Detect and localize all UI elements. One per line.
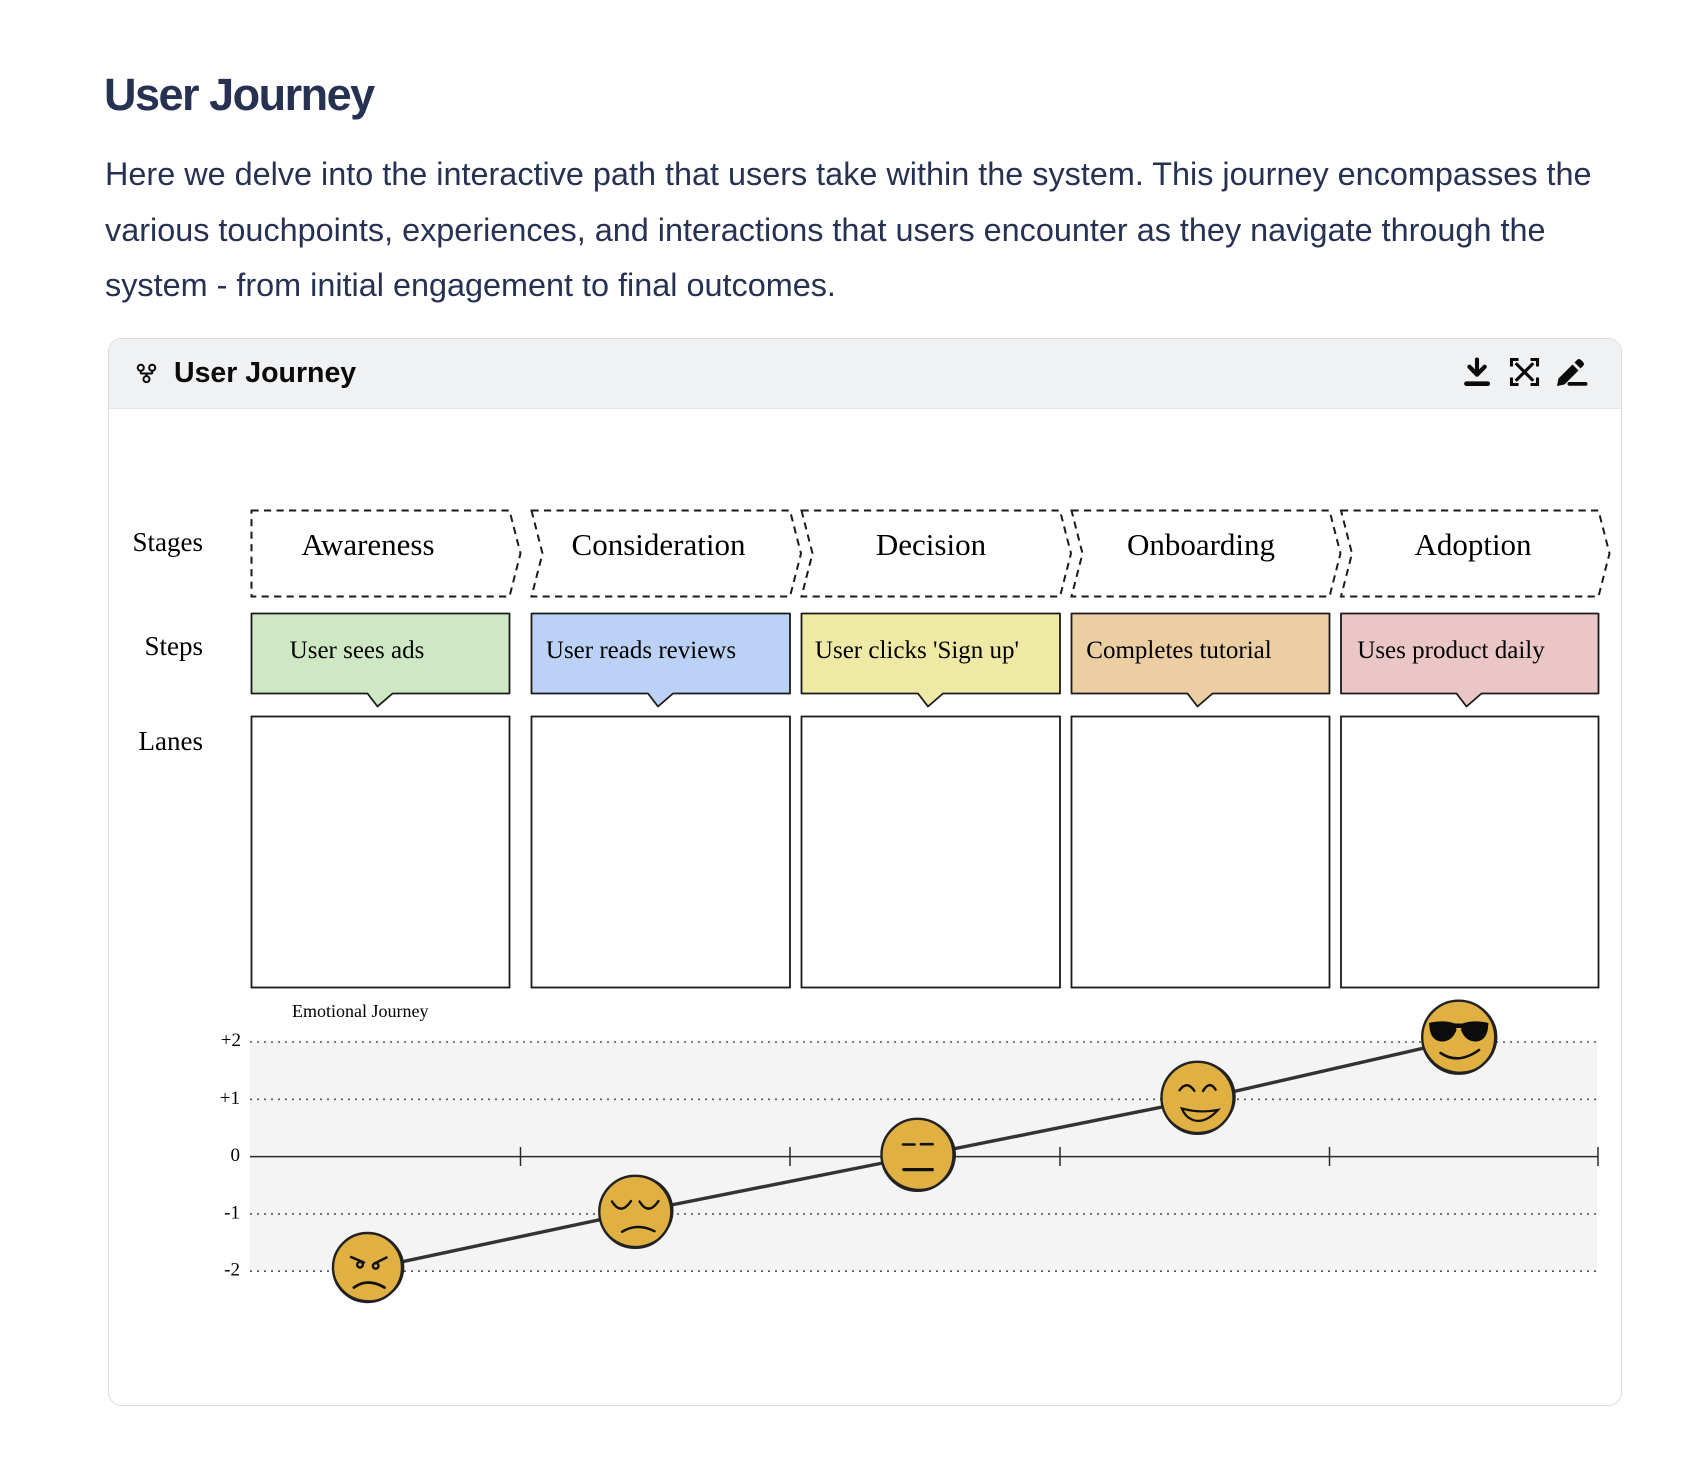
svg-text:Consideration: Consideration [572,527,746,562]
svg-text:Decision: Decision [876,527,987,562]
svg-text:Emotional Journey: Emotional Journey [292,1001,428,1021]
svg-text:User clicks 'Sign up': User clicks 'Sign up' [815,637,1019,664]
svg-text:+1: +1 [220,1088,240,1109]
svg-text:User reads reviews: User reads reviews [546,637,736,664]
svg-text:0: 0 [231,1145,241,1166]
svg-text:Onboarding: Onboarding [1127,527,1275,562]
svg-text:Awareness: Awareness [301,527,434,562]
svg-text:User sees ads: User sees ads [290,637,425,664]
svg-text:Stages: Stages [133,527,204,557]
svg-text:Uses product daily: Uses product daily [1357,637,1545,664]
svg-text:Steps: Steps [144,631,203,661]
svg-text:-1: -1 [224,1202,240,1223]
svg-text:+2: +2 [221,1030,241,1051]
svg-text:-2: -2 [224,1260,240,1281]
svg-text:Lanes: Lanes [139,726,203,756]
svg-text:Completes tutorial: Completes tutorial [1086,637,1271,664]
svg-text:Adoption: Adoption [1414,527,1532,562]
